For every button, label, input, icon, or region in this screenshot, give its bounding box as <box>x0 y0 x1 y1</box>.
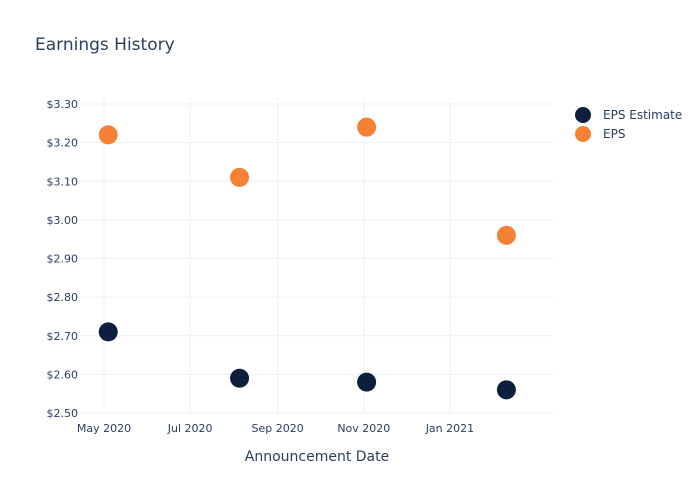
eps-point[interactable] <box>98 125 118 145</box>
y-tick-label: $3.30 <box>47 98 79 111</box>
eps-estimate-point[interactable] <box>98 322 118 342</box>
y-tick-label: $3.10 <box>47 175 79 188</box>
y-tick-label: $2.90 <box>47 253 79 266</box>
y-tick-label: $2.70 <box>47 330 79 343</box>
legend-label: EPS <box>603 127 625 141</box>
x-tick-label: Jul 2020 <box>167 422 213 435</box>
eps-point[interactable] <box>357 117 377 137</box>
y-tick-label: $3.00 <box>47 214 79 227</box>
legend-label: EPS Estimate <box>603 108 682 122</box>
chart-title: Earnings History <box>35 35 175 55</box>
grid-layer <box>80 98 553 414</box>
x-axis-title: Announcement Date <box>245 449 389 465</box>
y-axis-ticks: $2.50 $2.60 $2.70 $2.80 $2.90 $3.00 $3.10 $3.20… <box>47 98 79 420</box>
eps-estimate-point[interactable] <box>230 368 250 388</box>
x-tick-label: May 2020 <box>77 422 131 435</box>
eps-point[interactable] <box>230 167 250 187</box>
y-tick-label: $3.20 <box>47 137 79 150</box>
legend-item-eps[interactable]: EPS <box>575 126 625 142</box>
x-axis-ticks: May 2020 Jul 2020 Sep 2020 Nov 2020 Jan 2021 <box>77 422 474 435</box>
legend-item-eps-estimate[interactable]: EPS Estimate <box>575 107 682 123</box>
legend-marker <box>575 126 591 142</box>
x-tick-label: Jan 2021 <box>425 422 474 435</box>
eps-estimate-point[interactable] <box>496 380 516 400</box>
eps-point[interactable] <box>496 225 516 245</box>
y-tick-label: $2.50 <box>47 407 79 420</box>
y-tick-label: $2.60 <box>47 368 79 381</box>
legend-marker <box>575 107 591 123</box>
x-tick-label: Nov 2020 <box>337 422 390 435</box>
x-tick-label: Sep 2020 <box>252 422 304 435</box>
eps-estimate-point[interactable] <box>357 372 377 392</box>
y-tick-label: $2.80 <box>47 291 79 304</box>
legend[interactable]: EPS Estimate EPS <box>575 107 682 142</box>
points-layer <box>98 117 516 400</box>
